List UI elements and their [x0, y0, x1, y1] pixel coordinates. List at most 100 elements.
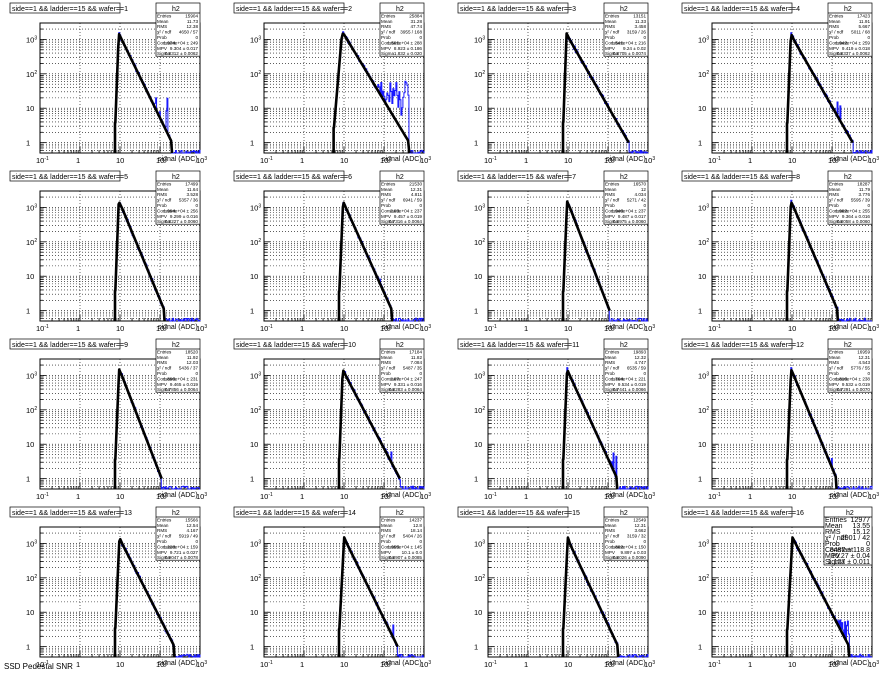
stats-label: MPV — [829, 46, 840, 51]
x-tick-exponent: -1 — [268, 324, 273, 330]
x-tick-label: 10-1 — [708, 492, 721, 501]
x-tick-exponent: 3 — [652, 156, 655, 162]
stats-value: 1.896e+04 ± 231 — [163, 376, 198, 381]
y-tick-label: 10 — [26, 608, 34, 617]
x-tick-label: 10-1 — [36, 324, 49, 333]
stats-value: 0 — [643, 35, 646, 40]
stats-value: 1.982e+04 ± 255 — [835, 208, 870, 213]
chart-title-box — [681, 506, 793, 518]
y-tick-exponent: 2 — [34, 574, 37, 580]
y-tick-label: 1 — [474, 139, 478, 148]
stats-label: Sigma — [605, 219, 618, 224]
stats-label: Prob — [605, 203, 615, 208]
x-tick-label: 103 — [868, 660, 879, 669]
y-tick-label: 103 — [474, 35, 485, 44]
y-tick-label: 1 — [698, 643, 702, 652]
stats-box — [379, 2, 425, 57]
stats-value: 3.458 — [635, 24, 647, 29]
y-tick-label: 1 — [698, 139, 702, 148]
stats-value: 17423 — [857, 13, 870, 18]
stats-name: h2 — [396, 342, 404, 349]
stats-value: 0 — [866, 541, 870, 548]
stats-value: 5.667 — [859, 24, 871, 29]
stats-label: Mean — [157, 19, 169, 24]
stats-label: Entries — [157, 517, 172, 522]
stats-value: 5487 / 35 — [403, 366, 423, 371]
stats-label: Entries — [605, 349, 620, 354]
stats-name: h2 — [844, 174, 852, 181]
chart-title: side==1 && ladder==15 && wafer==3 — [460, 6, 576, 13]
y-tick-label: 102 — [474, 238, 485, 247]
stats-label: RMS — [829, 192, 839, 197]
stats-label: Prob — [381, 371, 391, 376]
stats-label: Prob — [605, 35, 615, 40]
stats-label: Entries — [381, 517, 396, 522]
y-tick-exponent: 3 — [34, 539, 37, 545]
y-tick-label: 103 — [698, 203, 709, 212]
stats-label: Sigma — [381, 387, 394, 392]
stats-label: RMS — [605, 360, 615, 365]
stats-label: Entries — [381, 181, 396, 186]
x-axis-label: signal (ADC) — [382, 156, 422, 163]
x-tick-label: 102 — [604, 324, 615, 333]
chart-title: side==1 && ladder==15 && wafer==10 — [236, 342, 356, 349]
stats-label: Constant — [829, 208, 848, 213]
x-tick-label: 10-1 — [484, 156, 497, 165]
stats-box — [155, 338, 201, 393]
stats-name: h2 — [620, 174, 628, 181]
y-tick-exponent: 3 — [706, 539, 709, 545]
stats-name: h2 — [620, 6, 628, 13]
x-tick-exponent: -1 — [716, 156, 721, 162]
stats-value: 1.994e+04 ± 256 — [163, 208, 198, 213]
y-tick-label: 10 — [250, 608, 258, 617]
x-tick-exponent: 3 — [204, 156, 207, 162]
y-tick-exponent: 2 — [258, 238, 261, 244]
y-tick-exponent: 3 — [258, 371, 261, 377]
y-tick-label: 102 — [698, 574, 709, 583]
x-tick-label: 103 — [868, 156, 879, 165]
fit-curve — [785, 33, 854, 153]
stats-value: 12.31 — [635, 523, 647, 528]
x-tick-exponent: 2 — [836, 156, 839, 162]
y-tick-exponent: 3 — [258, 203, 261, 209]
stats-value: 17499 — [185, 181, 198, 186]
stats-value: 9.419 ± 0.018 — [842, 46, 871, 51]
stats-label: χ² / ndf — [605, 534, 620, 539]
stats-label: RMS — [829, 360, 839, 365]
x-tick-exponent: 2 — [388, 324, 391, 330]
stats-label: Entries — [605, 181, 620, 186]
stats-value: 3955 / 168 — [400, 30, 422, 35]
stats-value: 11.64 — [187, 187, 199, 192]
stats-value: 2.03e+04 ± 237 — [390, 208, 422, 213]
x-tick-label: 102 — [828, 324, 839, 333]
y-tick-label: 103 — [250, 35, 261, 44]
stats-value: 0.8907 ± 0.0085 — [389, 555, 423, 560]
y-tick-label: 1 — [26, 475, 30, 484]
chart-title-box — [9, 338, 121, 350]
stats-value: 4.034 — [635, 192, 647, 197]
stats-label: MPV — [829, 382, 840, 387]
y-tick-label: 1 — [26, 139, 30, 148]
x-tick-label: 1 — [524, 660, 528, 669]
chart-title: side==1 && ladder==15 && wafer==15 — [460, 510, 580, 517]
stats-label: MPV — [157, 550, 168, 555]
x-tick-exponent: 2 — [388, 156, 391, 162]
x-tick-exponent: 2 — [388, 492, 391, 498]
stats-label: χ² / ndf — [381, 534, 396, 539]
stats-value: 9.24 ± 0.02 — [623, 46, 646, 51]
stats-value: 14237 — [409, 517, 422, 522]
stats-value: 9.331 ± 0.016 — [394, 382, 423, 387]
y-tick-label: 103 — [26, 35, 37, 44]
stats-label: Constant — [829, 376, 848, 381]
x-tick-label: 103 — [868, 324, 879, 333]
y-tick-label: 10 — [698, 272, 706, 281]
x-tick-label: 10 — [788, 660, 796, 669]
y-tick-label: 102 — [698, 70, 709, 79]
stats-label: RMS — [381, 528, 391, 533]
x-tick-label: 10-1 — [36, 492, 49, 501]
stats-label: Mean — [829, 355, 841, 360]
chart-title-box — [9, 2, 121, 14]
stats-label: χ² / ndf — [157, 30, 172, 35]
stats-value: 8487 ± 118.8 — [830, 547, 870, 554]
